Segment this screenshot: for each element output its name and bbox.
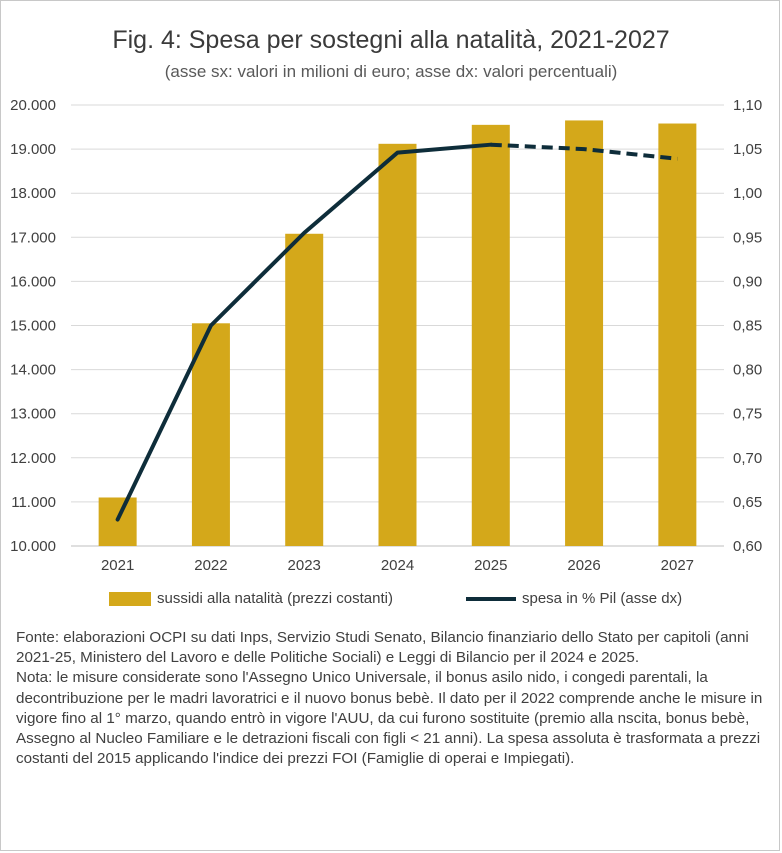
notes: Fonte: elaborazioni OCPI su dati Inps, S… (16, 628, 771, 769)
bar-2027 (658, 123, 697, 546)
right-tick-label: 0,90 (733, 273, 762, 290)
chart-subtitle: (asse sx: valori in milioni di euro; ass… (164, 62, 618, 81)
x-tick-label: 2021 (101, 557, 134, 574)
right-tick-label: 0,75 (733, 406, 762, 423)
left-tick-label: 19.000 (10, 141, 56, 158)
right-tick-label: 0,60 (733, 538, 762, 555)
bar-2026 (565, 120, 604, 546)
left-tick-label: 16.000 (10, 273, 56, 290)
left-tick-label: 12.000 (10, 450, 56, 467)
legend-line-swatch (466, 596, 516, 601)
left-tick-label: 18.000 (10, 185, 56, 202)
legend-item-bars: sussidi alla natalità (prezzi costanti) (109, 590, 393, 607)
left-tick-label: 20.000 (10, 97, 56, 114)
bar-2024 (378, 143, 417, 547)
legend-bar-swatch (109, 591, 151, 606)
x-tick-label: 2023 (288, 557, 321, 574)
right-tick-label: 0,70 (733, 450, 762, 467)
x-tick-label: 2026 (567, 557, 600, 574)
right-tick-label: 1,00 (733, 185, 762, 202)
left-tick-label: 13.000 (10, 406, 56, 423)
legend-line-label: spesa in % Pil (asse dx) (522, 590, 683, 607)
x-tick-label: 2022 (194, 557, 227, 574)
right-tick-label: 0,80 (733, 362, 762, 379)
right-tick-label: 1,10 (733, 97, 762, 114)
line-series (115, 142, 678, 522)
chart-plot: 20.000 19.000 18.000 17.000 16.000 15.000 14.0… (10, 97, 762, 574)
left-tick-label: 11.000 (11, 494, 56, 511)
right-tick-label: 0,95 (733, 229, 762, 246)
bar-2023 (285, 233, 324, 546)
x-tick-label: 2025 (474, 557, 507, 574)
left-tick-label: 15.000 (10, 318, 56, 335)
source-note: Fonte: elaborazioni OCPI su dati Inps, S… (16, 629, 749, 667)
right-tick-label: 0,65 (733, 494, 762, 511)
legend: sussidi alla natalità (prezzi costanti) … (0, 590, 782, 612)
left-tick-label: 10.000 (10, 538, 56, 555)
bar-2022 (191, 323, 230, 546)
method-note: Nota: le misure considerate sono l'Asseg… (16, 669, 763, 768)
bar-series (98, 120, 697, 547)
legend-item-line: spesa in % Pil (asse dx) (466, 590, 682, 607)
left-tick-label: 17.000 (10, 229, 56, 246)
x-tick-label: 2024 (381, 557, 414, 574)
chart-title: Fig. 4: Spesa per sostegni alla natalità… (112, 26, 670, 54)
right-tick-label: 1,05 (733, 141, 762, 158)
legend-bar-label: sussidi alla natalità (prezzi costanti) (157, 590, 393, 607)
x-axis-ticks: 2021 2022 2023 2024 2025 2026 2027 (101, 557, 694, 574)
right-axis-ticks: 1,10 1,05 1,00 0,95 0,90 0,85 0,80 0,75 0,70 0,65… (733, 97, 762, 555)
left-axis-ticks: 20.000 19.000 18.000 17.000 16.000 15.000 14.0… (10, 97, 56, 555)
bar-2021 (98, 497, 137, 546)
x-tick-label: 2027 (661, 557, 694, 574)
bar-2025 (471, 124, 510, 546)
left-tick-label: 14.000 (10, 362, 56, 379)
right-tick-label: 0,85 (733, 318, 762, 335)
